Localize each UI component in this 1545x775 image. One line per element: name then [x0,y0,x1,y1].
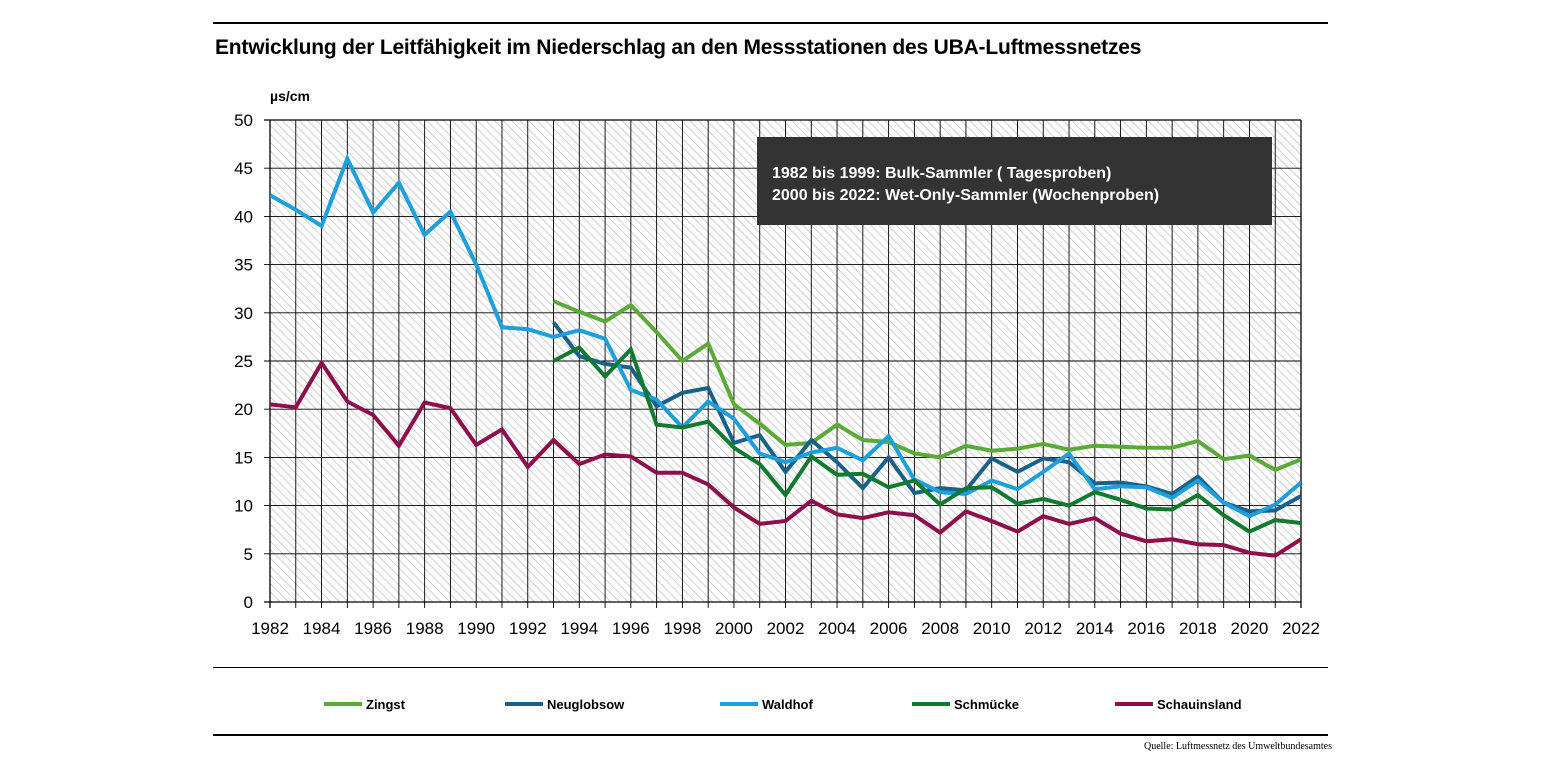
legend-swatch-schmuecke [912,702,950,706]
y-tick-label: 20 [234,400,253,419]
legend-item-zingst: Zingst [324,690,405,718]
x-tick-label: 1988 [406,619,444,638]
x-tick-label: 2012 [1024,619,1062,638]
y-tick-label: 15 [234,448,253,467]
x-tick-label: 1990 [457,619,495,638]
top-rule [213,22,1328,24]
legend-swatch-zingst [324,702,362,706]
y-tick-label: 0 [244,593,253,612]
x-tick-label: 2010 [973,619,1011,638]
chart-title: Entwicklung der Leitfähigkeit im Nieders… [215,36,1142,59]
y-tick-label: 40 [234,207,253,226]
series-line-schauinsland [270,359,1301,558]
legend-item-schauinsland: Schauinsland [1115,690,1242,718]
y-tick-label: 25 [234,352,253,371]
x-tick-label: 1982 [251,619,289,638]
y-axis-ticks: 0 5 10 15 20 25 30 35 40 45 50 [234,111,253,612]
method-note-box [757,137,1272,225]
y-tick-label: 5 [244,545,253,564]
series-lines [270,153,1301,558]
y-tick-label: 50 [234,111,253,130]
method-note-line-1: 1982 bis 1999: Bulk-Sammler ( Tagesprobe… [772,165,1111,182]
legend-swatch-neuglobsow [505,702,543,706]
legend-top-rule [213,667,1328,668]
legend-label-zingst: Zingst [366,696,405,712]
y-tick-label: 30 [234,304,253,323]
x-tick-label: 2000 [715,619,753,638]
series-line-waldhof [270,153,1301,519]
x-tick-label: 1984 [303,619,341,638]
x-tick-label: 2018 [1179,619,1217,638]
legend-label-schmuecke: Schmücke [954,696,1020,712]
y-tick-label: 45 [234,159,253,178]
legend-item-schmuecke: Schmücke [912,690,1019,718]
x-tick-label: 2002 [767,619,805,638]
x-axis-ticks: 1982 1984 1986 1988 1990 1992 1994 1996 1998 2000… [251,619,1320,638]
series-line-schmuecke [552,345,1301,534]
x-tick-label: 2008 [921,619,959,638]
source-note: Quelle: Luftmessnetz des Umweltbundesamt… [1143,741,1332,752]
x-tick-label: 2014 [1076,619,1114,638]
legend-item-neuglobsow: Neuglobsow [505,690,624,718]
bottom-rule [213,734,1328,736]
x-tick-label: 1994 [560,619,598,638]
x-tick-label: 2020 [1231,619,1269,638]
x-tick-label: 2006 [870,619,908,638]
series-line-zingst [552,299,1301,473]
x-tick-label: 1996 [612,619,650,638]
legend: Zingst Neuglobsow Waldhof Schmücke Schau… [213,690,1328,720]
x-tick-label: 2022 [1282,619,1320,638]
x-tick-label: 2016 [1127,619,1165,638]
legend-swatch-schauinsland [1115,702,1153,706]
legend-label-neuglobsow: Neuglobsow [547,696,625,712]
x-tick-label: 1992 [509,619,547,638]
legend-item-waldhof: Waldhof [720,690,813,718]
method-note-line-2: 2000 bis 2022: Wet-Only-Sammler (Wochenp… [772,187,1159,204]
y-tick-label: 10 [234,497,253,516]
legend-label-waldhof: Waldhof [762,696,813,712]
legend-swatch-waldhof [720,702,758,706]
y-axis-unit: µs/cm [270,88,310,104]
method-note: 1982 bis 1999: Bulk-Sammler ( Tagesprobe… [757,137,1272,225]
legend-label-schauinsland: Schauinsland [1157,696,1242,712]
y-tick-label: 35 [234,256,253,275]
x-tick-label: 1998 [663,619,701,638]
x-tick-label: 1986 [354,619,392,638]
x-tick-label: 2004 [818,619,856,638]
grid [264,119,1302,608]
